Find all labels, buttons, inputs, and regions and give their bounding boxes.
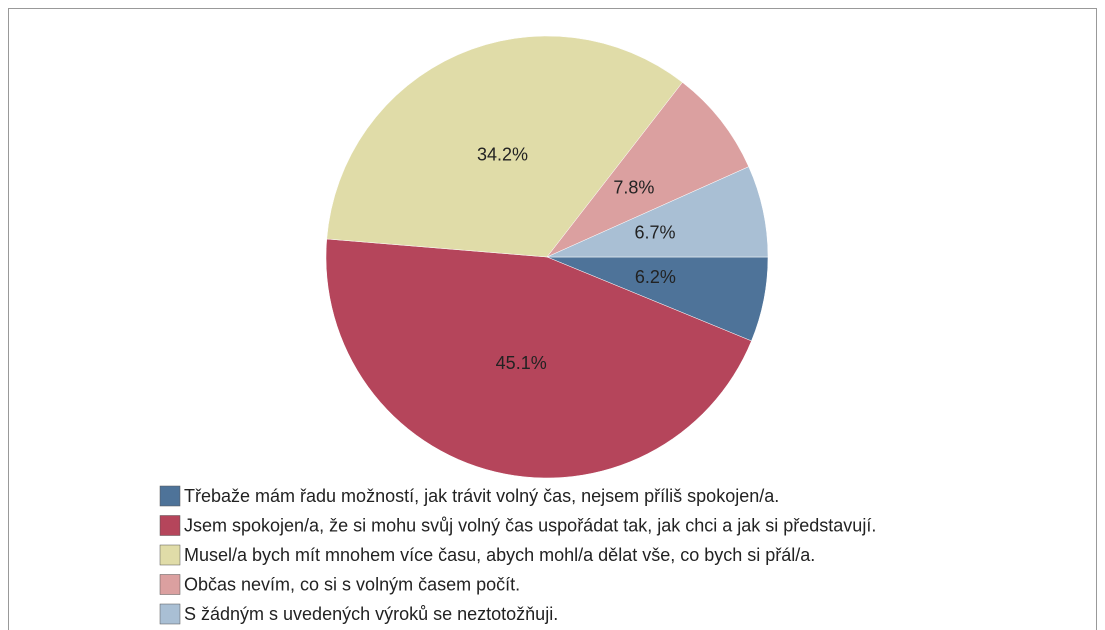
pie-slice [546, 166, 769, 258]
legend-label: S žádným s uvedených výroků se neztotožň… [184, 604, 558, 624]
legend-label: Jsem spokojen/a, že si mohu svůj volný č… [184, 515, 876, 535]
legend-swatch [159, 603, 181, 625]
slice-label: 6.2% [635, 267, 676, 287]
slice-label: 7.8% [613, 177, 654, 197]
slice-label: 6.7% [635, 223, 676, 243]
frame [8, 8, 1097, 630]
pie-slice [546, 82, 750, 258]
legend-swatch [159, 544, 181, 566]
legend-label: Třebaže mám řadu možností, jak trávit vo… [184, 486, 779, 506]
legend-label: Musel/a bych mít mnohem více času, abych… [184, 545, 815, 565]
pie-slice [325, 238, 752, 479]
legend-swatch [159, 485, 181, 507]
legend-swatch [159, 574, 181, 595]
legend-swatch [159, 515, 181, 536]
slice-label: 45.1% [496, 353, 547, 373]
pie-slice [326, 35, 683, 258]
legend-label: Občas nevím, co si s volným časem počít. [184, 574, 520, 594]
slice-label: 34.2% [477, 145, 528, 165]
